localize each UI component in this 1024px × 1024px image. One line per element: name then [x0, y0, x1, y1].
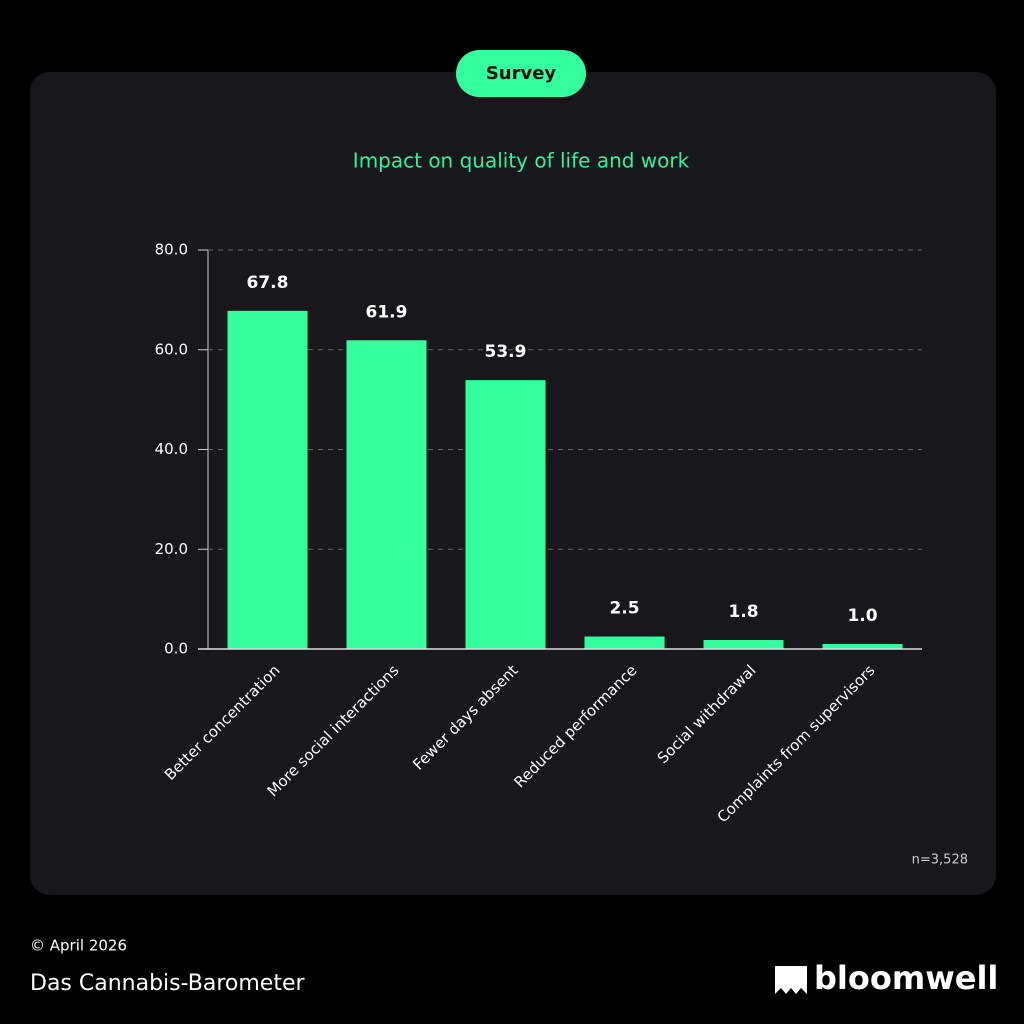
value-label: 53.9 — [485, 342, 527, 362]
bar — [346, 340, 427, 649]
brand-icon — [775, 966, 807, 994]
badge-text: Survey — [486, 63, 557, 84]
y-tick-label: 40.0 — [155, 440, 188, 458]
sample-note: n=3,528 — [912, 853, 968, 868]
bar — [465, 380, 546, 649]
chart-title: Impact on quality of life and work — [353, 149, 690, 173]
bar — [703, 640, 784, 649]
value-label: 61.9 — [366, 302, 408, 322]
y-tick-label: 60.0 — [155, 340, 188, 358]
bar — [584, 636, 665, 649]
value-label: 1.0 — [847, 606, 877, 626]
value-label: 67.8 — [247, 273, 289, 293]
bar — [822, 644, 903, 649]
brand: bloomwell — [814, 959, 998, 997]
y-tick-label: 20.0 — [155, 540, 188, 558]
badge — [456, 50, 586, 97]
value-label: 1.8 — [728, 602, 758, 622]
bar — [227, 310, 308, 649]
value-label: 2.5 — [609, 599, 639, 619]
y-tick-label: 0.0 — [164, 640, 188, 658]
copyright: © April 2026 — [30, 937, 127, 955]
source: Das Cannabis-Barometer — [30, 971, 306, 996]
y-tick-label: 80.0 — [155, 241, 188, 259]
